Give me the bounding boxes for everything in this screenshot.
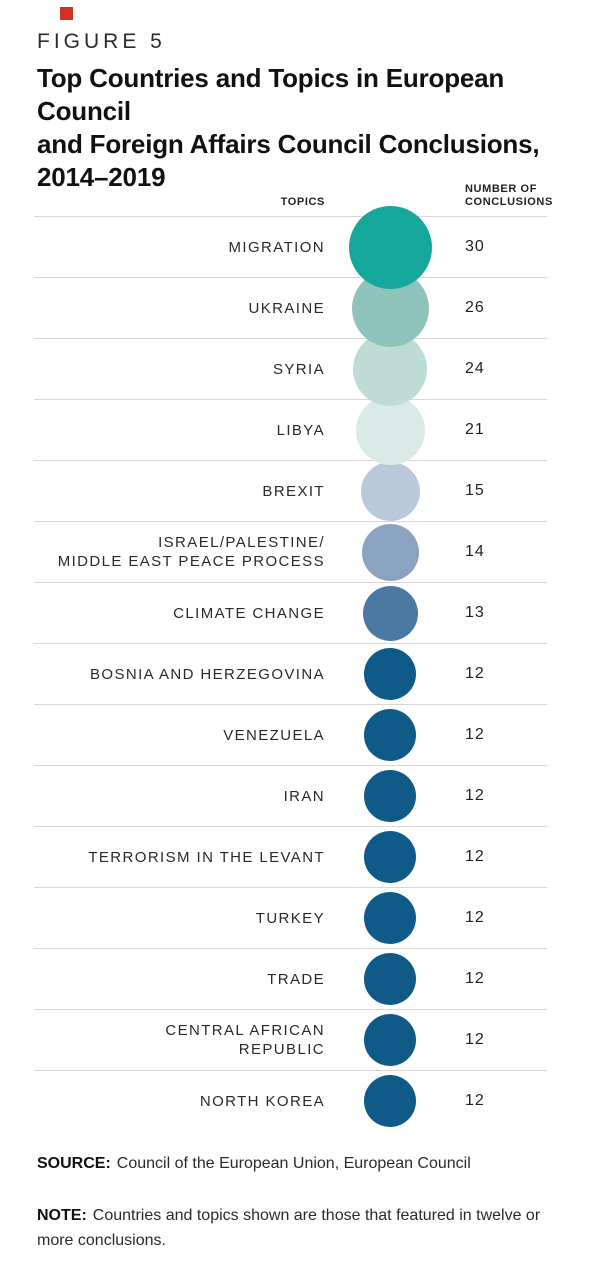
topic-label: CLIMATE CHANGE	[173, 604, 325, 622]
topic-label: CENTRAL AFRICAN REPUBLIC	[165, 1022, 325, 1058]
topic-label: SYRIA	[272, 360, 325, 378]
chart-row: LIBYA 21	[34, 395, 547, 465]
bubble-circle	[364, 1075, 416, 1127]
chart-row: BREXIT 15	[34, 460, 547, 521]
chart-rows: MIGRATION 30 UKRAINE 26 SYRIA 24 LIBYA 21 BREXIT…	[34, 205, 547, 1131]
conclusions-count: 24	[465, 360, 485, 377]
bubble-circle	[364, 770, 416, 822]
column-header-number-of-conclusions: NUMBER OF CONCLUSIONS	[465, 183, 553, 208]
bubble-circle	[360, 461, 420, 521]
figure-number-label: FIGURE 5	[37, 30, 166, 53]
conclusions-count: 12	[465, 726, 485, 743]
bubble-circle	[364, 709, 416, 761]
conclusions-count: 12	[465, 970, 485, 987]
topic-label: TERRORISM IN THE LEVANT	[88, 848, 325, 866]
topic-label: BOSNIA AND HERZEGOVINA	[89, 665, 325, 683]
chart-row: CENTRAL AFRICAN REPUBLIC 12	[34, 1009, 547, 1070]
conclusions-count: 21	[465, 421, 485, 438]
note-label: NOTE:	[37, 1207, 87, 1224]
topic-label: UKRAINE	[248, 299, 325, 317]
chart-row: VENEZUELA 12	[34, 704, 547, 765]
bubble-circle	[355, 395, 425, 465]
figure-title-line: and Foreign Affairs Council Conclusions,	[37, 129, 540, 159]
note-text: Countries and topics shown are those tha…	[37, 1207, 541, 1249]
bubble-circle	[364, 1014, 416, 1066]
topic-label: ISRAEL/PALESTINE/ MIDDLE EAST PEACE PROC…	[57, 534, 325, 570]
source-text: Council of the European Union, European …	[116, 1155, 471, 1172]
topic-label: NORTH KOREA	[199, 1092, 325, 1110]
bubble-circle	[348, 205, 432, 289]
topic-label: LIBYA	[276, 421, 325, 439]
chart-row: TURKEY 12	[34, 887, 547, 948]
conclusions-count: 12	[465, 1092, 485, 1109]
chart-row: UKRAINE 26	[34, 269, 547, 347]
conclusions-count: 12	[465, 909, 485, 926]
note-line: NOTE: Countries and topics shown are thos…	[37, 1203, 577, 1253]
topic-label: MIGRATION	[228, 238, 325, 256]
topic-label: VENEZUELA	[223, 726, 325, 744]
figure-title: Top Countries and Topics in European Cou…	[37, 62, 557, 194]
bubble-chart: TOPICS NUMBER OF CONCLUSIONS MIGRATION 30…	[34, 170, 553, 1131]
figure-title-line: 2014–2019	[37, 162, 166, 192]
conclusions-count: 12	[465, 848, 485, 865]
bubble-circle	[364, 648, 416, 700]
conclusions-count: 12	[465, 1031, 485, 1048]
chart-row: TRADE 12	[34, 948, 547, 1009]
conclusions-count: 13	[465, 604, 485, 621]
bubble-circle	[364, 831, 416, 883]
topic-label: TURKEY	[255, 909, 325, 927]
chart-row: SYRIA 24	[34, 332, 547, 406]
column-header-topics: TOPICS	[280, 196, 325, 208]
chart-row: NORTH KOREA 12	[34, 1070, 547, 1131]
conclusions-count: 12	[465, 665, 485, 682]
topic-label: TRADE	[267, 970, 325, 988]
chart-row: MIGRATION 30	[34, 205, 547, 289]
chart-row: CLIMATE CHANGE 13	[34, 582, 547, 643]
chart-column-headers: TOPICS NUMBER OF CONCLUSIONS	[34, 170, 553, 216]
conclusions-count: 30	[465, 238, 485, 255]
topic-label: BREXIT	[262, 482, 325, 500]
bubble-circle	[364, 892, 416, 944]
conclusions-count: 26	[465, 299, 485, 316]
figure-title-line: Top Countries and Topics in European Cou…	[37, 63, 505, 126]
chart-row: BOSNIA AND HERZEGOVINA 12	[34, 643, 547, 704]
conclusions-count: 15	[465, 482, 485, 499]
conclusions-count: 14	[465, 543, 485, 560]
source-label: SOURCE:	[37, 1155, 111, 1172]
chart-row: TERRORISM IN THE LEVANT 12	[34, 826, 547, 887]
topic-label: IRAN	[283, 787, 325, 805]
bubble-circle	[362, 585, 418, 641]
carnegie-red-square-mark	[60, 7, 73, 20]
bubble-circle	[361, 523, 419, 581]
conclusions-count: 12	[465, 787, 485, 804]
chart-row: IRAN 12	[34, 765, 547, 826]
source-line: SOURCE: Council of the European Union, Eu…	[37, 1152, 582, 1176]
bubble-circle	[364, 953, 416, 1005]
chart-row: ISRAEL/PALESTINE/ MIDDLE EAST PEACE PROC…	[34, 521, 547, 582]
